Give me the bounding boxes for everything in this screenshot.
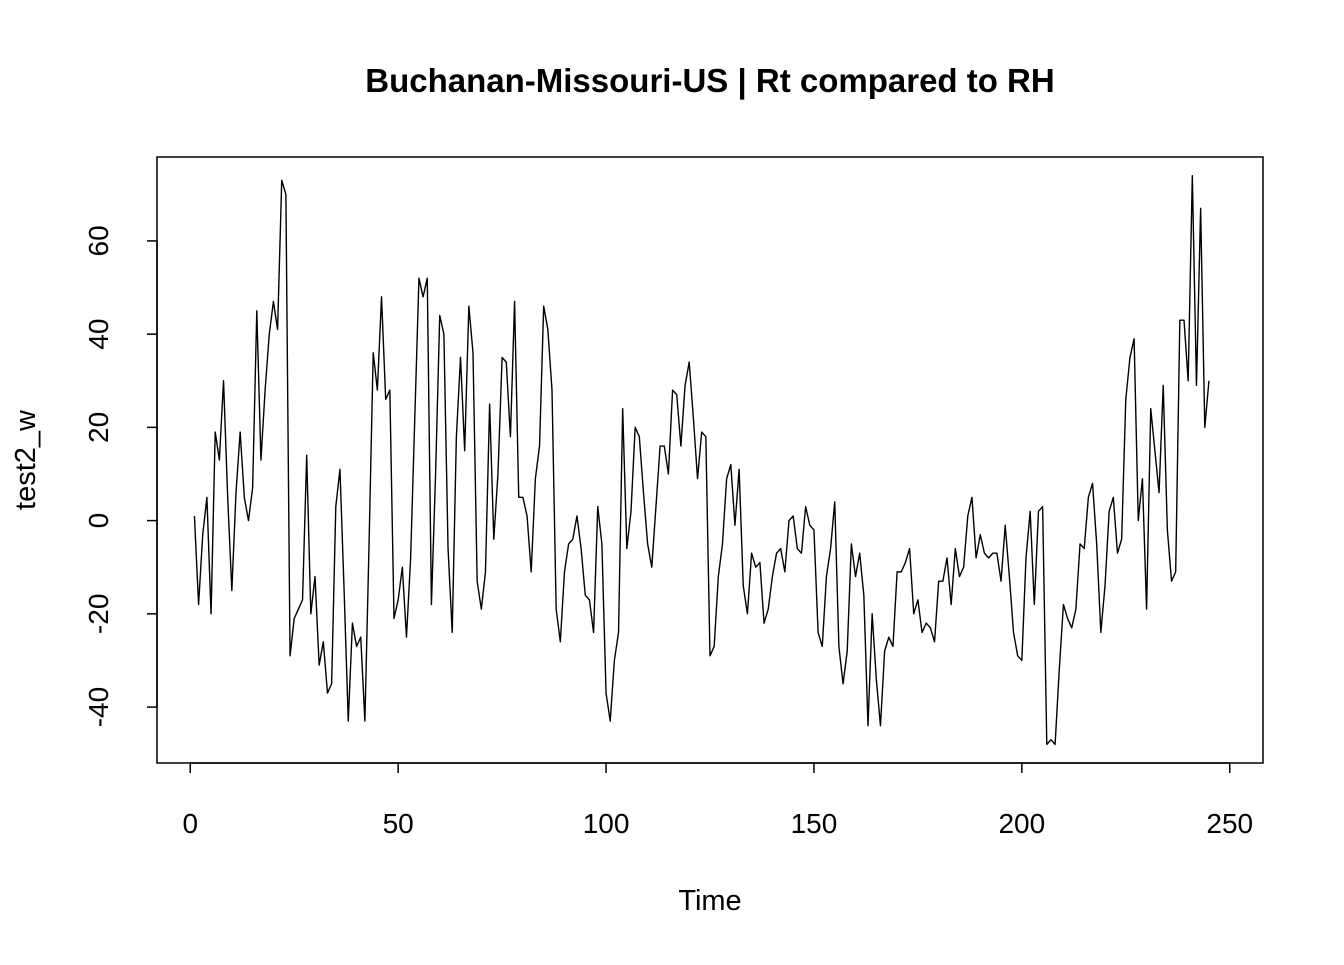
- x-tick-label: 100: [583, 808, 630, 839]
- x-tick-label: 200: [998, 808, 1045, 839]
- y-tick-label: 20: [83, 412, 114, 443]
- x-axis-label: Time: [678, 885, 741, 917]
- y-tick-label: 0: [83, 513, 114, 529]
- x-tick-label: 50: [383, 808, 414, 839]
- x-tick-label: 250: [1206, 808, 1253, 839]
- x-tick-label: 0: [182, 808, 198, 839]
- y-tick-label: -20: [83, 594, 114, 634]
- x-tick-label: 150: [791, 808, 838, 839]
- plot-frame: [156, 156, 1264, 764]
- y-tick-label: 60: [83, 225, 114, 256]
- x-axis: 0 50 100 150 200 250: [182, 762, 1253, 839]
- y-axis-label: test2_w: [10, 409, 42, 510]
- chart-title: Buchanan-Missouri-US | Rt compared to RH: [365, 62, 1054, 99]
- y-tick-label: 40: [83, 319, 114, 350]
- series-line: [193, 174, 1210, 746]
- y-tick-label: -40: [83, 687, 114, 727]
- y-axis: -40 -20 0 20 40 60: [83, 225, 158, 727]
